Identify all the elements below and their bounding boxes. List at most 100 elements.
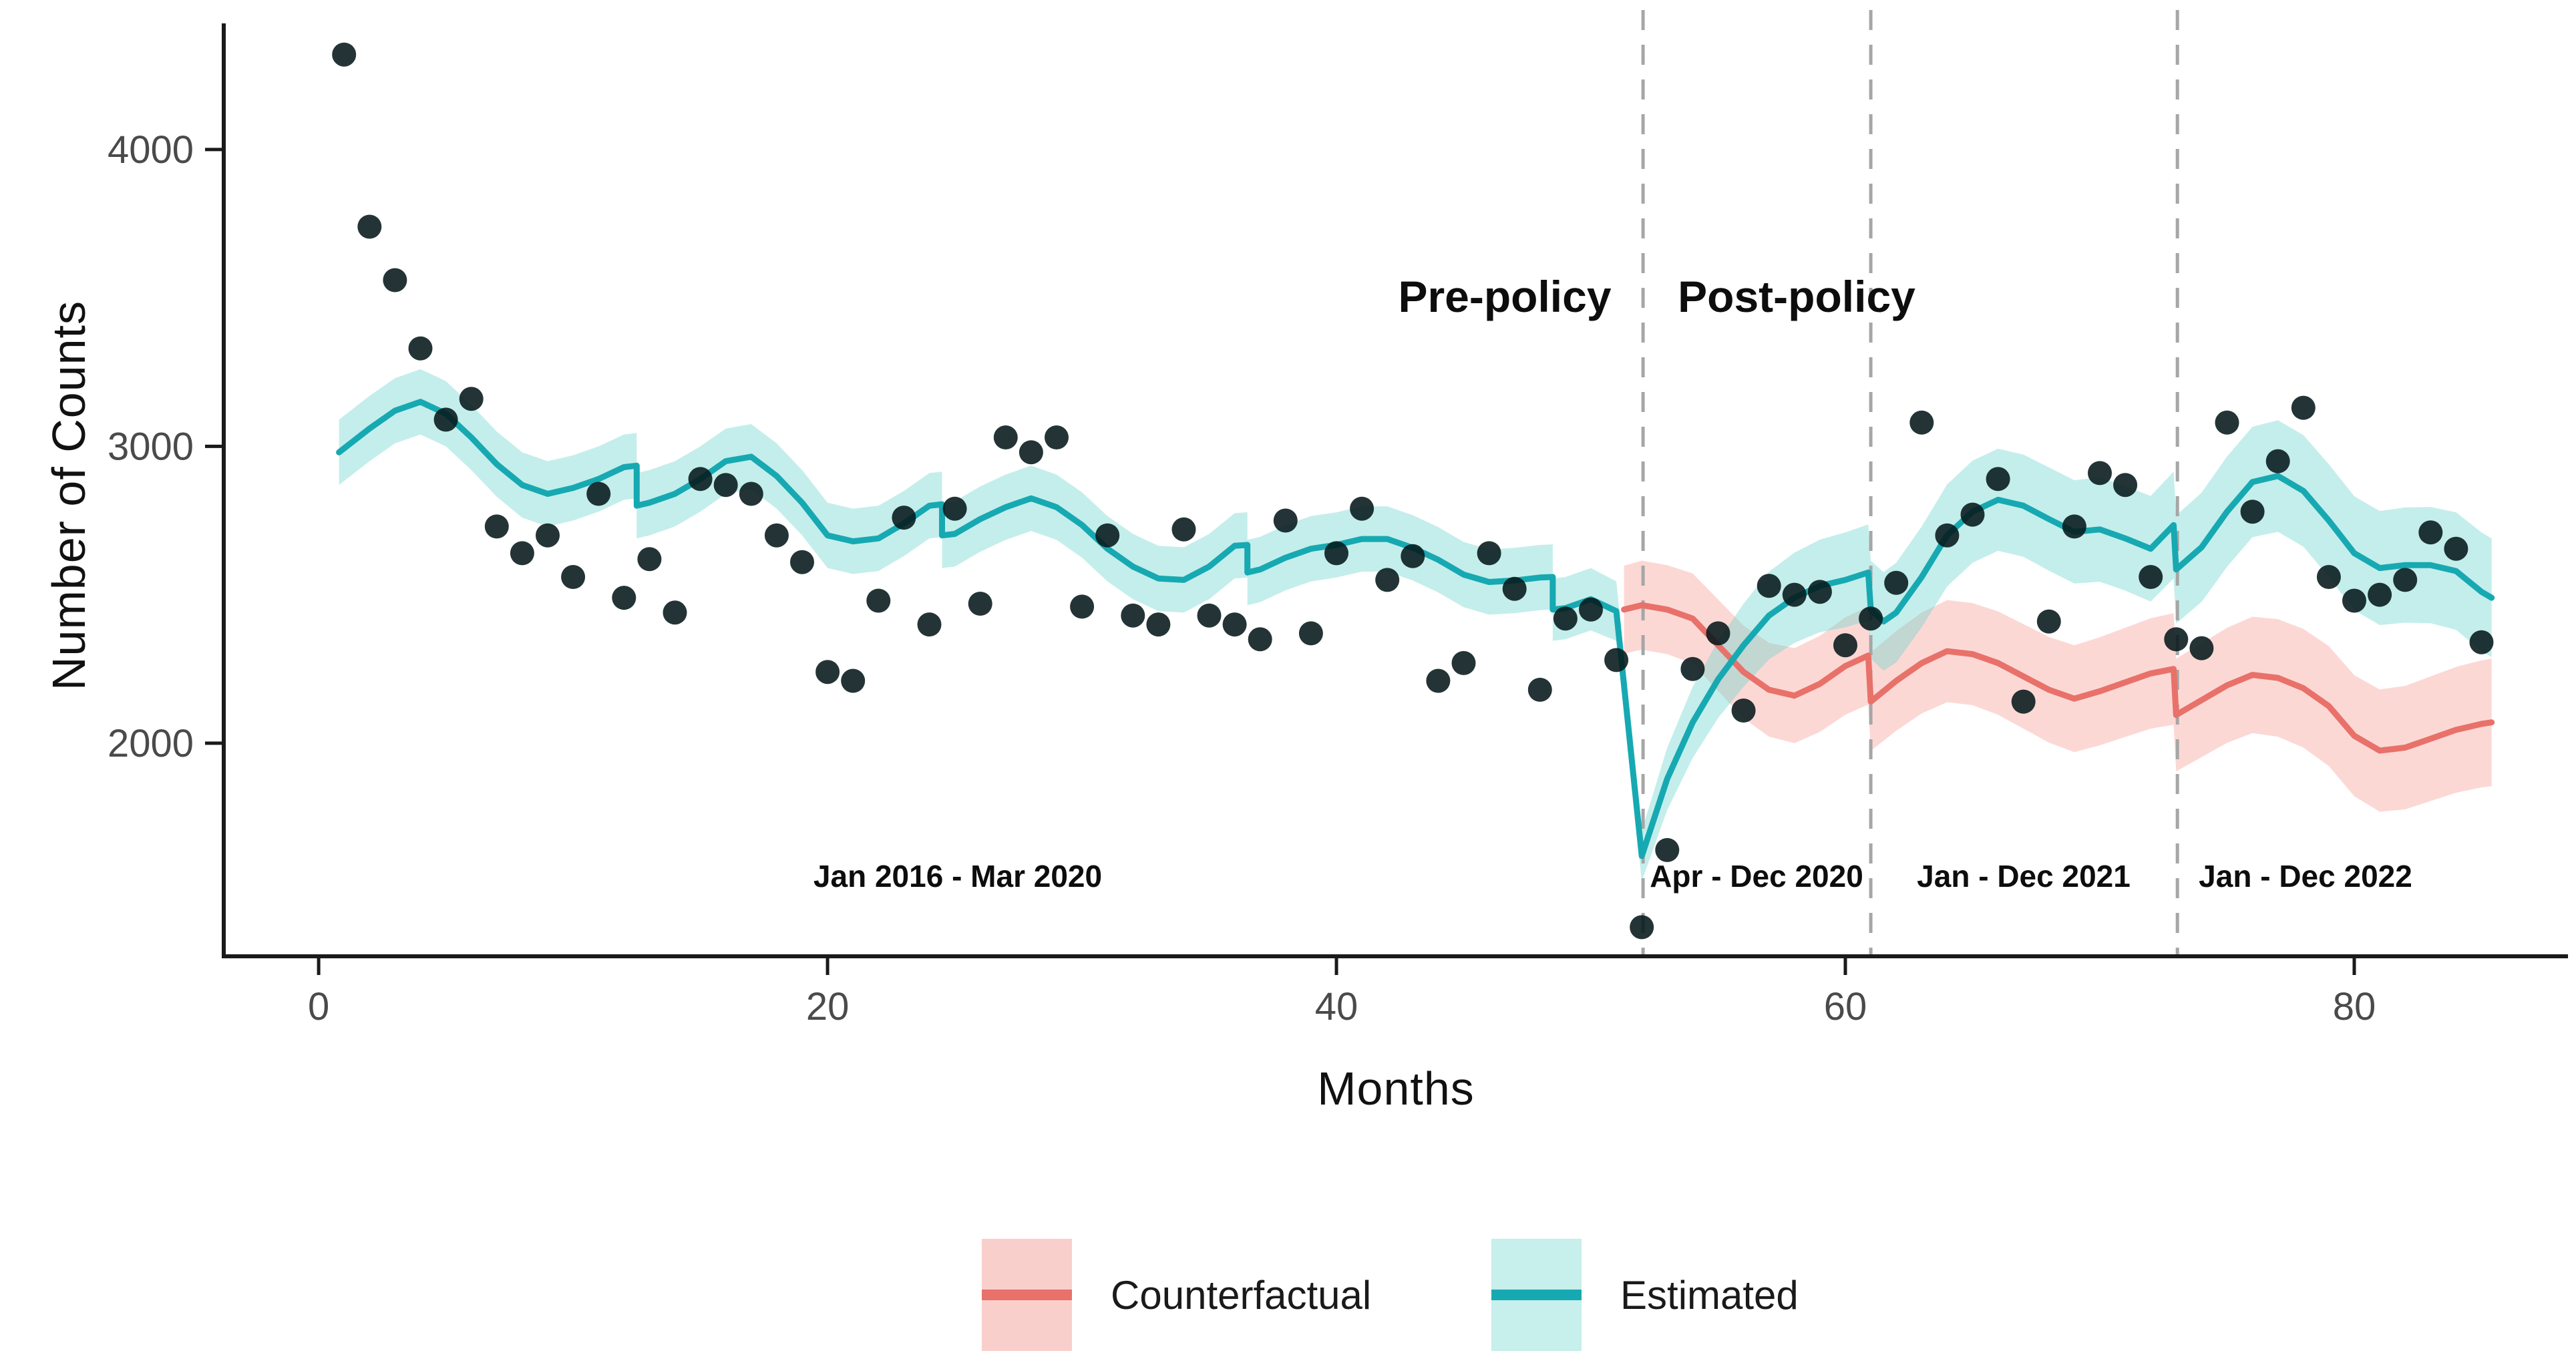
observed-data-point — [1833, 633, 1857, 658]
observed-data-point — [1375, 568, 1400, 592]
observed-data-point — [2240, 500, 2265, 524]
observed-data-point — [1935, 523, 1960, 548]
observed-data-point — [942, 496, 967, 521]
observed-data-point — [2164, 627, 2189, 652]
observed-data-point — [2265, 449, 2290, 473]
observed-data-point — [1706, 621, 1730, 646]
legend-item-counterfactual: Counterfactual — [982, 1239, 1371, 1351]
observed-data-point — [841, 668, 866, 693]
observed-data-point — [1248, 627, 1272, 652]
observed-data-point — [1095, 523, 1120, 548]
post-policy-label: Post-policy — [1678, 272, 1915, 321]
counterfactual-legend-key — [982, 1239, 1072, 1351]
observed-data-point — [1324, 541, 1348, 566]
observed-data-point — [1401, 544, 1425, 568]
observed-data-point — [1655, 837, 1680, 862]
observed-data-point — [357, 214, 382, 239]
observed-data-point — [1197, 603, 1222, 628]
x-axis-title: Months — [1317, 1062, 1475, 1115]
observed-data-point — [433, 407, 458, 432]
observed-data-point — [1171, 517, 1196, 542]
observed-data-point — [612, 586, 636, 610]
legend-label-estimated: Estimated — [1620, 1272, 1799, 1318]
observed-data-point — [968, 592, 992, 616]
observed-data-point — [764, 523, 789, 548]
observed-data-point — [892, 506, 916, 530]
x-tick-label: 20 — [806, 985, 850, 1028]
observed-data-point — [536, 523, 560, 548]
observed-data-point — [713, 473, 738, 498]
observed-data-point — [1045, 425, 1069, 449]
observed-data-point — [2139, 565, 2163, 589]
observed-data-point — [484, 514, 509, 539]
observed-data-point — [2469, 630, 2494, 654]
observed-data-point — [459, 387, 484, 411]
observed-data-point — [586, 481, 611, 506]
observed-data-point — [1451, 650, 1476, 675]
observed-data-point — [688, 467, 713, 492]
observed-data-point — [332, 42, 357, 67]
y-tick-label: 4000 — [108, 128, 194, 172]
observed-data-point — [1986, 467, 2010, 492]
observed-data-point — [866, 588, 891, 613]
x-tick-label: 60 — [1824, 985, 1867, 1028]
observed-data-point — [637, 547, 662, 572]
observed-data-point — [2368, 582, 2392, 607]
observed-data-point — [1579, 597, 1603, 622]
observed-data-point — [383, 268, 407, 293]
estimated-confidence-band — [339, 369, 2492, 882]
observed-data-point — [1527, 677, 1552, 702]
observed-data-point — [2444, 536, 2468, 561]
observed-data-point — [1273, 508, 1298, 533]
observed-data-point — [1630, 915, 1654, 940]
period-label-apr-dec2020: Apr - Dec 2020 — [1650, 859, 1863, 894]
observed-data-point — [1222, 612, 1247, 637]
observed-data-point — [2189, 636, 2214, 660]
observed-data-point — [1960, 502, 1985, 527]
observed-data-point — [2011, 689, 2036, 714]
observed-data-point — [1909, 410, 1934, 435]
observed-data-point — [1884, 570, 1909, 595]
observed-data-point — [2418, 520, 2443, 545]
x-tick-label: 0 — [308, 985, 329, 1028]
observed-data-point — [1757, 574, 1781, 598]
observed-data-point — [790, 550, 814, 574]
observed-data-point — [2342, 588, 2366, 613]
observed-data-point — [1680, 656, 1705, 681]
period-label-jan-dec2021: Jan - Dec 2021 — [1917, 859, 2131, 894]
observed-data-point — [2088, 461, 2112, 485]
observed-data-point — [815, 660, 840, 685]
estimated-legend-key — [1491, 1239, 1582, 1351]
x-tick-label: 40 — [1315, 985, 1358, 1028]
observed-data-point — [1859, 606, 1883, 631]
observed-data-point — [1426, 668, 1451, 693]
observed-data-point — [2113, 473, 2138, 498]
y-tick-label: 3000 — [108, 425, 194, 468]
y-tick-label: 2000 — [108, 722, 194, 765]
observed-data-point — [1350, 496, 1374, 521]
observed-data-point — [1553, 606, 1578, 631]
observed-data-point — [1146, 612, 1171, 637]
observed-data-point — [1070, 594, 1095, 619]
x-tick-label: 80 — [2333, 985, 2376, 1028]
observed-data-point — [1121, 603, 1145, 628]
observed-data-point — [1731, 699, 1756, 723]
observed-data-point — [2062, 514, 2086, 539]
observed-data-point — [1502, 576, 1527, 601]
observed-data-point — [739, 481, 763, 506]
observed-data-point — [510, 541, 534, 566]
observed-data-point — [408, 336, 433, 361]
observed-data-point — [2393, 568, 2418, 592]
observed-data-point — [917, 612, 942, 637]
observed-data-point — [1604, 648, 1629, 672]
observed-data-point — [1477, 541, 1501, 566]
observed-data-point — [1019, 440, 1043, 465]
observed-data-point — [2291, 395, 2316, 420]
legend-item-estimated: Estimated — [1491, 1239, 1799, 1351]
counterfactual-confidence-band — [1624, 560, 2492, 812]
counterfactual-line — [1621, 602, 2495, 754]
observed-data-point — [993, 425, 1018, 449]
observed-data-point — [2215, 410, 2239, 435]
